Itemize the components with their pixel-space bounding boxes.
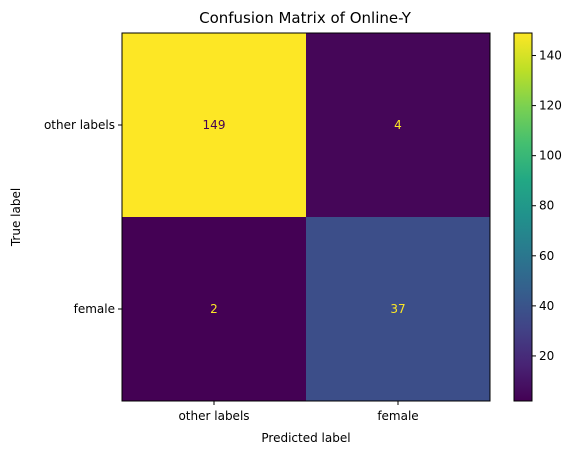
colorbar [513, 32, 533, 402]
colorbar-tick-label: 40 [539, 299, 554, 313]
heatmap-cell [306, 217, 490, 401]
colorbar-tick-label: 120 [539, 99, 562, 113]
colorbar-ticks: 20 40 60 80 100 120 140 [532, 49, 562, 363]
chart-title: Confusion Matrix of Online-Y [199, 9, 412, 27]
y-tick-label: female [74, 302, 115, 316]
colorbar-tick-label: 20 [539, 349, 554, 363]
cell-value-label: 37 [390, 302, 405, 316]
y-tick-label: other labels [44, 118, 115, 132]
colorbar-tick-label: 100 [539, 149, 562, 163]
x-axis-label: Predicted label [261, 431, 350, 445]
heatmap-cell [306, 33, 490, 217]
cell-value-label: 4 [394, 118, 402, 132]
y-axis-label: True label [9, 188, 23, 247]
x-tick-label: other labels [178, 409, 249, 423]
y-axis-ticks: other labels female [44, 118, 122, 316]
cell-value-label: 149 [203, 118, 226, 132]
heatmap-cells [122, 33, 490, 401]
heatmap-cell [122, 33, 306, 217]
heatmap-cell [122, 217, 306, 401]
heatmap-cell-labels: 149 4 2 37 [203, 118, 406, 316]
x-tick-label: female [377, 409, 418, 423]
colorbar-tick-label: 60 [539, 249, 554, 263]
colorbar-tick-label: 140 [539, 49, 562, 63]
cell-value-label: 2 [210, 302, 218, 316]
plot-frame [121, 32, 491, 402]
colorbar-tick-label: 80 [539, 199, 554, 213]
x-axis-ticks: other labels female [178, 401, 419, 423]
